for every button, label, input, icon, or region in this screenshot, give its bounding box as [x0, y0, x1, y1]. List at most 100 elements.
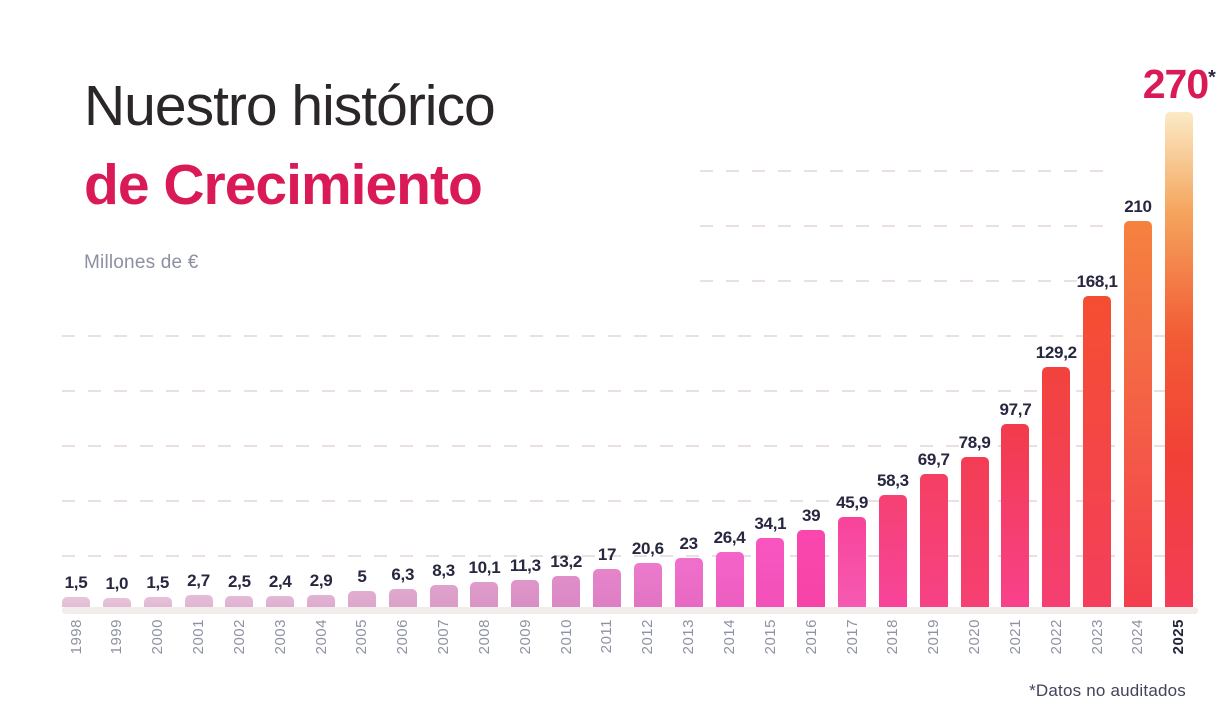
bar-2018: [878, 494, 907, 607]
footnote: *Datos no auditados: [1029, 681, 1186, 700]
bar-cell-2025: 270*: [1143, 64, 1216, 607]
year-label-2004: 2004: [312, 619, 330, 655]
year-cell-2023: 2023: [1083, 619, 1111, 677]
bar-value-label-2020: 78,9: [958, 433, 991, 453]
year-label-1998: 1998: [67, 619, 85, 655]
year-cell-1999: 1999: [103, 619, 131, 677]
year-cell-2012: 2012: [634, 619, 662, 677]
bar-cell-2014: 26,4: [713, 528, 746, 607]
gridline-210: [700, 225, 1110, 227]
year-cell-2016: 2016: [797, 619, 825, 677]
gridline-240: [700, 170, 1110, 172]
bar-1999: [102, 598, 131, 607]
bar-cell-2016: 39: [797, 505, 826, 607]
bar-2024: [1123, 220, 1152, 607]
bar-value-label-2014: 26,4: [713, 528, 746, 548]
bar-2013: [674, 558, 703, 607]
bar-cell-2007: 8,3: [429, 562, 458, 607]
year-label-2003: 2003: [271, 619, 289, 655]
year-label-2022: 2022: [1047, 619, 1065, 655]
bar-2008: [470, 581, 499, 607]
year-cell-2008: 2008: [470, 619, 498, 677]
bar-value-label-2025: 270*: [1142, 61, 1216, 108]
year-label-2006: 2006: [394, 619, 412, 655]
year-cell-2004: 2004: [307, 619, 335, 677]
year-cell-2011: 2011: [593, 619, 621, 677]
year-cell-2024: 2024: [1124, 619, 1152, 677]
year-cell-2013: 2013: [675, 619, 703, 677]
bar-value-label-2004: 2,9: [309, 570, 333, 590]
year-label-2025: 2025: [1170, 619, 1188, 655]
bar-2000: [143, 597, 172, 607]
year-cell-2020: 2020: [961, 619, 989, 677]
year-cell-2010: 2010: [552, 619, 580, 677]
bar-2004: [307, 594, 336, 607]
bar-value-label-2012: 20,6: [631, 538, 664, 558]
year-cell-2005: 2005: [348, 619, 376, 677]
bar-cell-2003: 2,4: [266, 573, 295, 607]
year-cell-2002: 2002: [225, 619, 253, 677]
year-label-2017: 2017: [843, 619, 861, 655]
year-label-2008: 2008: [475, 619, 493, 655]
bar-value-label-2015: 34,1: [754, 514, 787, 534]
year-cell-2022: 2022: [1042, 619, 1070, 677]
bar-cell-1999: 1,0: [102, 575, 131, 607]
year-cell-2021: 2021: [1001, 619, 1029, 677]
year-cell-2006: 2006: [389, 619, 417, 677]
bar-2006: [388, 588, 417, 607]
bar-value-label-2021: 97,7: [999, 399, 1032, 419]
bar-value-label-2005: 5: [357, 567, 367, 586]
bar-value-label-2023: 168,1: [1076, 272, 1118, 292]
bar-value-label-2022: 129,2: [1035, 342, 1077, 362]
bar-value-label-2009: 11,3: [509, 555, 541, 575]
year-label-1999: 1999: [108, 619, 126, 655]
year-cell-2000: 2000: [144, 619, 172, 677]
bar-2009: [511, 579, 540, 607]
gridline-180: [700, 280, 1110, 282]
bar-cell-1998: 1,5: [62, 574, 90, 607]
bar-value-label-2019: 69,7: [917, 450, 950, 470]
bar-2020: [960, 457, 989, 607]
bar-cell-2013: 23: [674, 534, 703, 607]
bar-value-label-2008: 10,1: [468, 557, 501, 577]
bar-2023: [1083, 296, 1112, 607]
year-label-2024: 2024: [1129, 619, 1147, 655]
year-cell-2014: 2014: [716, 619, 744, 677]
bar-value-label-2018: 58,3: [876, 470, 909, 490]
bar-2016: [797, 529, 826, 607]
bar-cell-2021: 97,7: [999, 399, 1032, 607]
year-cell-2019: 2019: [920, 619, 948, 677]
bar-cell-2023: 168,1: [1077, 273, 1118, 607]
year-label-2012: 2012: [639, 619, 657, 655]
title-block: Nuestro histórico de Crecimiento Millone…: [84, 74, 496, 274]
bar-value-label-2024: 210: [1124, 196, 1152, 216]
year-axis: 1998 1999 2000 2001 2002 2003 2004 2005 2006 2007…: [62, 619, 1193, 677]
bar-1998: [62, 597, 90, 607]
bar-value-label-2017: 45,9: [836, 493, 868, 513]
unit-label: Millones de €: [84, 252, 199, 273]
year-label-2020: 2020: [966, 619, 984, 655]
year-label-2010: 2010: [557, 619, 575, 655]
year-cell-2017: 2017: [838, 619, 866, 677]
year-cell-2009: 2009: [511, 619, 539, 677]
bar-value-label-2013: 23: [679, 534, 699, 554]
year-cell-2001: 2001: [185, 619, 213, 677]
bar-cell-2000: 1,5: [143, 573, 172, 607]
bar-2005: [347, 591, 376, 607]
bar-2011: [592, 569, 621, 607]
bar-cell-2020: 78,9: [958, 433, 991, 607]
bar-value-label-2000: 1,5: [146, 573, 170, 593]
bar-cell-2008: 10,1: [468, 557, 501, 607]
bar-2014: [715, 552, 744, 607]
bar-cell-2001: 2,7: [184, 572, 213, 607]
bar-value-label-2016: 39: [802, 505, 821, 525]
year-label-2021: 2021: [1006, 619, 1024, 655]
bar-cell-2004: 2,9: [307, 570, 336, 607]
year-label-2014: 2014: [721, 619, 738, 655]
gridline-30: [62, 555, 1193, 557]
page-title-line1: Nuestro histórico: [84, 74, 496, 138]
bar-2022: [1042, 366, 1071, 607]
plot-area: 1,5 1,0 1,5 2,7 2,5 2,4 2,9 5 6,3 8,3 10,1 11,3 13,2…: [62, 64, 1216, 607]
bar-2003: [266, 595, 295, 607]
